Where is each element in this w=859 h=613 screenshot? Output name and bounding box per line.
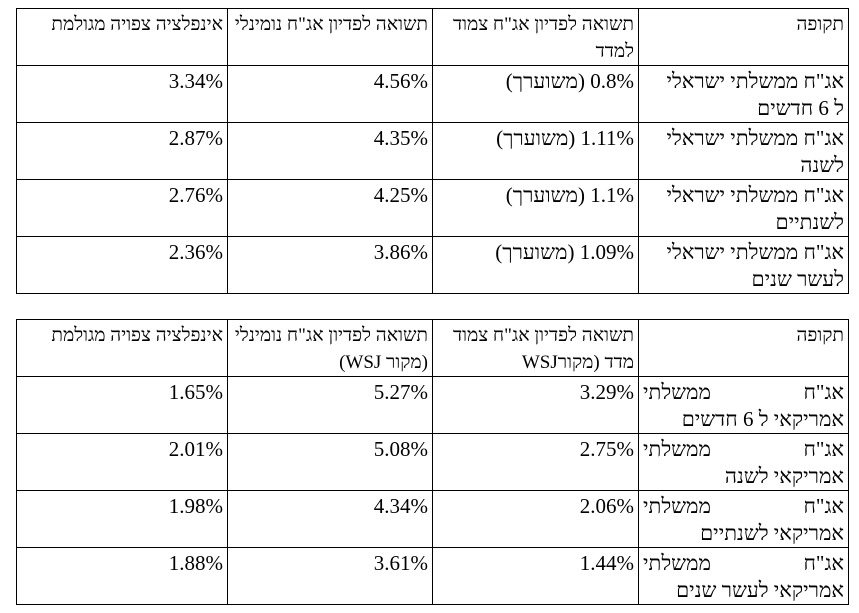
period-line: אמריקאי ל 6 חדשים [681, 407, 844, 431]
header-nominal-yield: תשואה לפדיון אג"ח נומינלי (מקור WSJ) [227, 319, 433, 377]
period-cell: אג"ח ממשלתי אמריקאי לשנתיים [638, 490, 849, 548]
real-yield-cell: 1.09% (משוערך) [432, 236, 639, 294]
table-row: אג"ח ממשלתי ישראלי לעשר שנים 1.09% (משוער… [16, 236, 849, 294]
nominal-yield-cell: 5.27% [227, 376, 433, 434]
real-yield-cell: 1.44% [432, 547, 639, 605]
nominal-yield-cell: 4.34% [227, 490, 433, 548]
nominal-yield-cell: 4.56% [227, 65, 433, 123]
implied-inflation-cell: 3.34% [16, 65, 228, 123]
table-row: אג"ח ממשלתי אמריקאי לשנה 2.75% 5.08% 2.01… [16, 433, 849, 491]
period-line: אג"ח ממשלתי [643, 380, 844, 404]
period-line: אג"ח ממשלתי [643, 551, 844, 575]
period-line: אג"ח ממשלתי [643, 494, 844, 518]
nominal-yield-cell: 5.08% [227, 433, 433, 491]
period-line: אג"ח ממשלתי [643, 437, 844, 461]
table-row: אג"ח ממשלתי אמריקאי לשנתיים 2.06% 4.34% 1… [16, 490, 849, 548]
table-row: אג"ח ממשלתי אמריקאי ל 6 חדשים 3.29% 5.27%… [16, 376, 849, 434]
header-period: תקופה [638, 319, 849, 377]
period-line: לעשר שנים [751, 267, 844, 291]
real-yield-cell: 0.8% (משוערך) [432, 65, 639, 123]
real-yield-cell: 1.1% (משוערך) [432, 179, 639, 237]
implied-inflation-cell: 1.98% [16, 490, 228, 548]
period-line: אג"ח ממשלתי ישראלי [666, 126, 844, 150]
period-line: אג"ח ממשלתי ישראלי [666, 183, 844, 207]
period-line: ל 6 חדשים [757, 96, 844, 120]
period-cell: אג"ח ממשלתי אמריקאי לעשר שנים [638, 547, 849, 605]
nominal-yield-cell: 4.35% [227, 122, 433, 180]
table-row: אג"ח ממשלתי ישראלי לשנה 1.11% (משוערך) 4.… [16, 122, 849, 180]
header-nominal-yield: תשואה לפדיון אג"ח נומינלי [227, 8, 433, 66]
header-period: תקופה [638, 8, 849, 66]
israeli-bonds-table: תקופה תשואה לפדיון אג"ח צמוד למדד תשואה … [16, 8, 849, 294]
table-row: אג"ח ממשלתי ישראלי ל 6 חדשים 0.8% (משוערך… [16, 65, 849, 123]
header-implied-inflation: אינפלציה צפויה מגולמת [16, 319, 228, 377]
table-header-row: תקופה תשואה לפדיון אג"ח צמוד מדד (מקורWS… [16, 319, 849, 377]
implied-inflation-cell: 2.87% [16, 122, 228, 180]
real-yield-cell: 2.06% [432, 490, 639, 548]
period-cell: אג"ח ממשלתי ישראלי לעשר שנים [638, 236, 849, 294]
period-line: אמריקאי לעשר שנים [676, 578, 844, 602]
implied-inflation-cell: 1.88% [16, 547, 228, 605]
nominal-yield-cell: 4.25% [227, 179, 433, 237]
period-line: אמריקאי לשנה [724, 464, 844, 488]
header-implied-inflation: אינפלציה צפויה מגולמת [16, 8, 228, 66]
period-line: אג"ח ממשלתי ישראלי [666, 69, 844, 93]
table-row: אג"ח ממשלתי ישראלי לשנתיים 1.1% (משוערך) … [16, 179, 849, 237]
period-line: אמריקאי לשנתיים [700, 521, 844, 545]
period-line: אג"ח ממשלתי ישראלי [666, 240, 844, 264]
period-cell: אג"ח ממשלתי ישראלי לשנה [638, 122, 849, 180]
table-header-row: תקופה תשואה לפדיון אג"ח צמוד למדד תשואה … [16, 8, 849, 66]
period-cell: אג"ח ממשלתי ישראלי ל 6 חדשים [638, 65, 849, 123]
real-yield-cell: 2.75% [432, 433, 639, 491]
implied-inflation-cell: 2.01% [16, 433, 228, 491]
nominal-yield-cell: 3.86% [227, 236, 433, 294]
header-real-yield: תשואה לפדיון אג"ח צמוד מדד (מקורWSJ [432, 319, 639, 377]
period-cell: אג"ח ממשלתי אמריקאי ל 6 חדשים [638, 376, 849, 434]
implied-inflation-cell: 2.76% [16, 179, 228, 237]
header-real-yield: תשואה לפדיון אג"ח צמוד למדד [432, 8, 639, 66]
real-yield-cell: 1.11% (משוערך) [432, 122, 639, 180]
period-line: לשנה [800, 153, 844, 177]
us-bonds-table: תקופה תשואה לפדיון אג"ח צמוד מדד (מקורWS… [16, 319, 849, 605]
real-yield-cell: 3.29% [432, 376, 639, 434]
table-row: אג"ח ממשלתי אמריקאי לעשר שנים 1.44% 3.61%… [16, 547, 849, 605]
implied-inflation-cell: 2.36% [16, 236, 228, 294]
period-line: לשנתיים [775, 210, 844, 234]
period-cell: אג"ח ממשלתי אמריקאי לשנה [638, 433, 849, 491]
nominal-yield-cell: 3.61% [227, 547, 433, 605]
implied-inflation-cell: 1.65% [16, 376, 228, 434]
period-cell: אג"ח ממשלתי ישראלי לשנתיים [638, 179, 849, 237]
